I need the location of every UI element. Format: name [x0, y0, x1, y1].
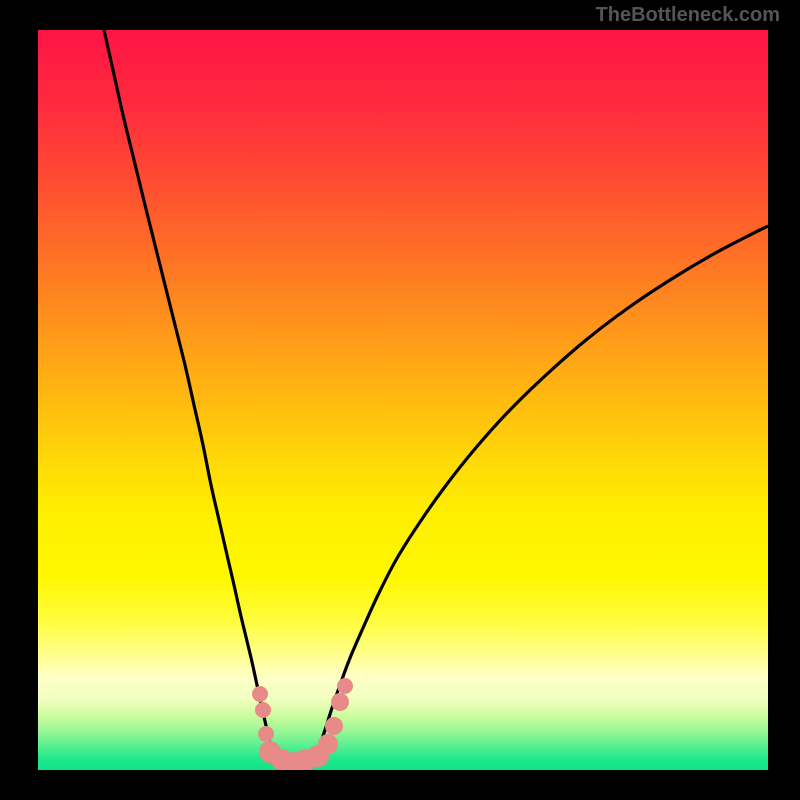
- left-curve: [104, 30, 270, 745]
- marker-point: [337, 678, 353, 694]
- watermark-text: TheBottleneck.com: [596, 4, 780, 27]
- marker-point: [331, 693, 349, 711]
- marker-point: [255, 702, 271, 718]
- marker-point: [258, 726, 274, 742]
- marker-point: [325, 717, 343, 735]
- chart-curves: [38, 30, 768, 770]
- plot-area: [38, 30, 768, 770]
- marker-point: [252, 686, 268, 702]
- marker-point: [318, 734, 338, 754]
- right-curve: [320, 226, 768, 745]
